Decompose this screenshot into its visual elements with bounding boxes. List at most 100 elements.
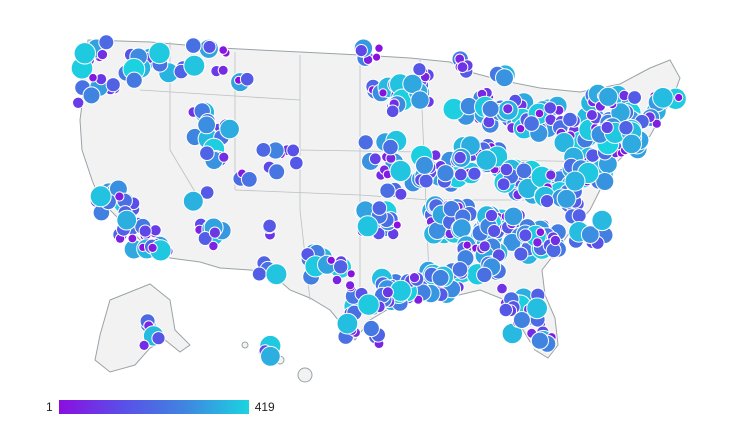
map-bubble[interactable] — [183, 54, 206, 77]
map-bubble[interactable] — [410, 90, 430, 110]
map-bubble[interactable] — [431, 268, 450, 287]
map-bubble[interactable] — [467, 166, 482, 181]
map-bubble[interactable] — [484, 208, 499, 223]
map-bubble[interactable] — [512, 311, 531, 329]
map-bubble[interactable] — [408, 272, 421, 284]
map-bubble[interactable] — [148, 41, 171, 65]
map-bubble[interactable] — [535, 227, 546, 237]
map-bubble[interactable] — [199, 145, 215, 161]
map-bubble[interactable] — [571, 208, 587, 224]
map-bubble[interactable] — [88, 72, 98, 83]
map-bubble[interactable] — [523, 115, 540, 132]
map-bubble[interactable] — [251, 266, 267, 282]
map-bubble[interactable] — [412, 62, 427, 77]
map-bubble[interactable] — [591, 209, 613, 232]
map-bubble[interactable] — [627, 90, 642, 105]
map-bubble[interactable] — [526, 297, 548, 320]
map-bubble[interactable] — [530, 331, 550, 350]
map-bubble[interactable] — [451, 261, 469, 278]
map-bubble[interactable] — [502, 232, 522, 252]
map-bubble[interactable] — [454, 167, 468, 182]
map-bubble[interactable] — [478, 240, 491, 253]
map-bubble[interactable] — [218, 151, 230, 163]
map-bubble[interactable] — [415, 155, 434, 175]
map-bubble[interactable] — [456, 61, 469, 74]
map-bubble[interactable] — [185, 37, 202, 54]
map-bubble[interactable] — [518, 228, 533, 243]
map-bubble[interactable] — [502, 103, 514, 115]
map-bubble[interactable] — [333, 259, 349, 275]
map-bubble[interactable] — [382, 138, 399, 156]
map-bubble[interactable] — [495, 68, 514, 88]
map-bubble[interactable] — [374, 43, 384, 53]
map-bubble[interactable] — [331, 274, 343, 286]
map-bubble[interactable] — [385, 104, 400, 119]
map-bubble[interactable] — [89, 185, 112, 208]
map-bubble[interactable] — [503, 206, 524, 227]
map-bubble[interactable] — [392, 220, 402, 230]
map-bubble[interactable] — [96, 48, 109, 61]
map-bubble[interactable] — [498, 302, 513, 318]
map-bubble[interactable] — [545, 169, 557, 181]
map-bubble[interactable] — [239, 71, 255, 87]
map-bubble[interactable] — [549, 234, 562, 247]
map-bubble[interactable] — [202, 39, 217, 54]
map-bubble[interactable] — [286, 143, 301, 158]
map-bubble[interactable] — [260, 345, 281, 367]
map-bubble[interactable] — [371, 200, 388, 216]
map-bubble[interactable] — [197, 115, 217, 135]
map-bubble[interactable] — [138, 339, 150, 351]
map-bubble[interactable] — [462, 240, 472, 250]
map-bubble[interactable] — [651, 118, 662, 129]
map-bubble[interactable] — [534, 108, 545, 119]
map-bubble[interactable] — [418, 173, 434, 189]
map-bubble[interactable] — [199, 185, 215, 200]
map-bubble[interactable] — [268, 163, 286, 181]
map-bubble[interactable] — [98, 34, 115, 51]
map-bubble[interactable] — [389, 159, 412, 183]
map-bubble[interactable] — [496, 282, 508, 295]
map-bubble[interactable] — [125, 71, 143, 89]
map-bubble[interactable] — [289, 155, 304, 171]
map-bubble[interactable] — [451, 218, 472, 239]
map-bubble[interactable] — [482, 115, 496, 129]
map-bubble[interactable] — [151, 331, 166, 346]
map-bubble[interactable] — [105, 77, 121, 93]
map-bubble[interactable] — [378, 88, 388, 98]
map-bubble[interactable] — [436, 164, 455, 183]
map-bubble[interactable] — [357, 293, 380, 316]
map-bubble[interactable] — [598, 86, 619, 107]
map-bubble[interactable] — [72, 96, 85, 110]
map-bubble[interactable] — [208, 240, 219, 252]
map-bubble[interactable] — [336, 312, 359, 335]
map-bubble[interactable] — [218, 45, 228, 55]
map-bubble[interactable] — [116, 209, 138, 231]
map-bubble[interactable] — [532, 237, 543, 248]
map-bubble[interactable] — [487, 224, 502, 238]
map-bubble[interactable] — [208, 226, 221, 239]
map-bubble[interactable] — [600, 120, 614, 135]
map-bubble[interactable] — [595, 172, 615, 191]
map-bubble[interactable] — [114, 191, 125, 202]
map-bubble[interactable] — [255, 142, 272, 158]
map-bubble[interactable] — [219, 118, 240, 140]
map-bubble[interactable] — [553, 132, 575, 154]
map-bubble[interactable] — [513, 246, 529, 262]
map-bubble[interactable] — [217, 64, 229, 76]
map-bubble[interactable] — [138, 224, 152, 238]
map-bubble[interactable] — [345, 280, 356, 291]
map-bubble[interactable] — [362, 319, 380, 338]
map-bubble[interactable] — [354, 44, 368, 58]
map-bubble[interactable] — [562, 111, 578, 128]
map-bubble[interactable] — [585, 109, 598, 121]
map-bubble[interactable] — [262, 218, 277, 234]
map-bubble[interactable] — [182, 190, 204, 212]
map-bubble[interactable] — [379, 182, 396, 199]
map-bubble[interactable] — [127, 233, 138, 244]
map-bubble[interactable] — [265, 263, 288, 286]
map-bubble[interactable] — [73, 42, 97, 65]
map-bubble[interactable] — [381, 286, 394, 299]
map-bubble[interactable] — [515, 124, 526, 134]
map-bubble[interactable] — [475, 149, 497, 171]
map-bubble[interactable] — [82, 86, 101, 105]
